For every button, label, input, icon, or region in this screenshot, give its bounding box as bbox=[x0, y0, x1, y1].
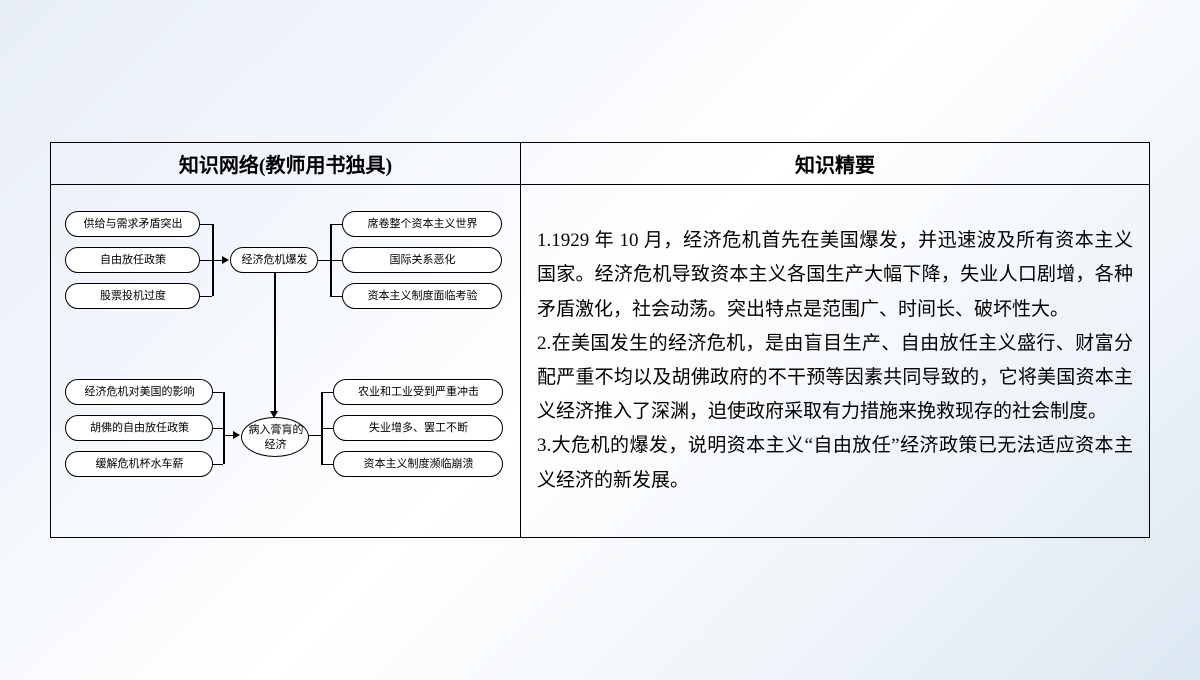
node-left-bottom-2: 缓解危机杯水车薪 bbox=[65, 451, 213, 477]
hub-bottom-line1: 病入膏肓的 bbox=[248, 424, 303, 436]
content-cell: 1.1929 年 10 月，经济危机首先在美国爆发，并迅速波及所有资本主义国家。… bbox=[520, 185, 1149, 538]
node-right-bottom-2: 资本主义制度濒临崩溃 bbox=[333, 451, 503, 477]
node-left-bottom-1: 胡佛的自由放任政策 bbox=[65, 415, 213, 441]
node-left-top-0: 供给与需求矛盾突出 bbox=[65, 211, 200, 237]
hub-bottom-line2: 经济 bbox=[264, 439, 286, 451]
node-right-bottom-0: 农业和工业受到严重冲击 bbox=[333, 379, 503, 405]
content-p3: 3.大危机的爆发，说明资本主义“自由放任”经济政策已无法适应资本主义经济的新发展… bbox=[537, 429, 1133, 497]
node-right-top-2: 资本主义制度面临考验 bbox=[342, 283, 502, 309]
diagram-cell: 供给与需求矛盾突出 自由放任政策 股票投机过度 经济危机爆发 bbox=[51, 185, 521, 538]
hub-bottom: 病入膏肓的 经济 bbox=[241, 417, 309, 457]
content-p2: 2.在美国发生的经济危机，是由盲目生产、自由放任主义盛行、财富分配严重不均以及胡… bbox=[537, 327, 1133, 430]
node-right-top-1: 国际关系恶化 bbox=[342, 247, 502, 273]
node-right-top-0: 席卷整个资本主义世界 bbox=[342, 211, 502, 237]
arrow-right-icon bbox=[222, 256, 229, 264]
header-left: 知识网络(教师用书独具) bbox=[51, 143, 521, 185]
knowledge-table: 知识网络(教师用书独具) 知识精要 供给与需求矛盾突出 自由放任政策 股票投机过… bbox=[50, 142, 1150, 538]
node-right-bottom-1: 失业增多、罢工不断 bbox=[333, 415, 503, 441]
content-p1: 1.1929 年 10 月，经济危机首先在美国爆发，并迅速波及所有资本主义国家。… bbox=[537, 224, 1133, 327]
header-right: 知识精要 bbox=[520, 143, 1149, 185]
node-left-top-2: 股票投机过度 bbox=[65, 283, 200, 309]
node-left-bottom-0: 经济危机对美国的影响 bbox=[65, 379, 213, 405]
hub-top: 经济危机爆发 bbox=[230, 247, 318, 273]
arrow-right-icon bbox=[233, 431, 240, 439]
concept-diagram: 供给与需求矛盾突出 自由放任政策 股票投机过度 经济危机爆发 bbox=[65, 191, 505, 531]
node-left-top-1: 自由放任政策 bbox=[65, 247, 200, 273]
